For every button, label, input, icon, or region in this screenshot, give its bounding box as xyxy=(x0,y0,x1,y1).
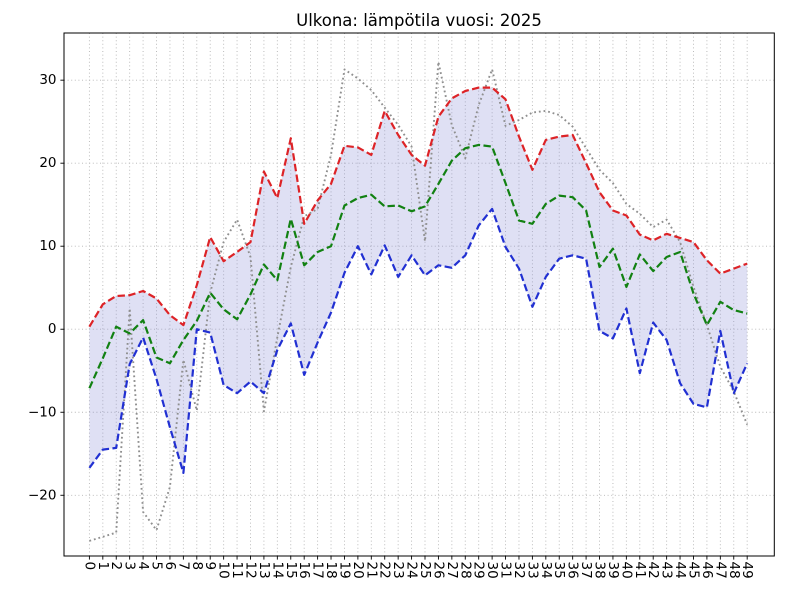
x-tick-label: 6 xyxy=(162,562,178,571)
x-tick-label: 48 xyxy=(726,562,742,579)
x-tick-label: 45 xyxy=(686,562,702,579)
y-tick-label: 10 xyxy=(39,238,56,254)
x-tick-label: 5 xyxy=(149,562,165,571)
x-tick-label: 39 xyxy=(605,562,621,579)
x-tick-label: 35 xyxy=(551,562,567,579)
min-max-fill-band xyxy=(89,87,748,473)
x-tick-label: 13 xyxy=(256,562,272,579)
red-dashed-upper-line xyxy=(88,86,748,328)
chart-title: Ulkona: lämpötila vuosi: 2025 xyxy=(296,11,542,30)
x-tick-label: 37 xyxy=(578,562,594,579)
x-tick-label: 46 xyxy=(699,562,715,579)
x-tick-label: 42 xyxy=(645,562,661,579)
x-tick-label: 3 xyxy=(122,562,138,571)
x-tick-label: 43 xyxy=(659,562,675,579)
x-tick-label: 18 xyxy=(323,562,339,579)
x-tick-label: 36 xyxy=(565,562,581,579)
x-tick-label: 2 xyxy=(108,562,124,571)
x-tick-label: 44 xyxy=(672,562,688,579)
data-series xyxy=(88,60,749,542)
x-tick-label: 16 xyxy=(296,562,312,579)
x-tick-label: 47 xyxy=(712,562,728,579)
x-tick-label: 30 xyxy=(484,562,500,579)
x-tick-label: 25 xyxy=(417,562,433,579)
x-tick-label: 17 xyxy=(310,562,326,579)
x-tick-label: 14 xyxy=(269,562,285,579)
y-tick-label: 0 xyxy=(48,321,57,337)
x-tick-label: 23 xyxy=(390,562,406,579)
y-tick-label: −10 xyxy=(28,404,57,420)
x-tick-label: 41 xyxy=(632,562,648,579)
x-tick-label: 9 xyxy=(202,562,218,571)
x-tick-label: 31 xyxy=(498,562,514,579)
x-tick-label: 28 xyxy=(457,562,473,579)
x-tick-label: 26 xyxy=(430,562,446,579)
y-tick-label: 20 xyxy=(39,155,56,171)
x-tick-label: 27 xyxy=(444,562,460,579)
blue-dashed-lower-line xyxy=(88,207,749,474)
x-tick-label: 21 xyxy=(363,562,379,579)
x-tick-label: 8 xyxy=(189,562,205,571)
x-axis-tick-labels: 0123456789101112131415161718192021222324… xyxy=(81,562,755,579)
x-tick-label: 40 xyxy=(618,562,634,579)
gray-dotted-reference-line xyxy=(89,60,749,542)
x-tick-label: 12 xyxy=(243,562,259,579)
x-tick-label: 32 xyxy=(511,562,527,579)
x-tick-label: 11 xyxy=(229,562,245,579)
x-tick-label: 20 xyxy=(350,562,366,579)
green-dashed-middle-line xyxy=(88,143,748,389)
x-tick-label: 24 xyxy=(404,562,420,579)
y-axis-tick-labels: 30 20 10 0 −10 −20 xyxy=(28,72,57,503)
x-tick-label: 0 xyxy=(81,562,97,571)
x-tick-label: 22 xyxy=(377,562,393,579)
x-tick-label: 15 xyxy=(283,562,299,579)
x-tick-label: 1 xyxy=(95,562,111,571)
x-tick-label: 38 xyxy=(592,562,608,579)
axes-border xyxy=(63,32,775,557)
x-tick-label: 34 xyxy=(538,562,554,579)
x-tick-label: 4 xyxy=(135,562,151,571)
y-tick-label: 30 xyxy=(39,72,56,88)
fill-band-polygon xyxy=(89,87,748,473)
x-tick-label: 29 xyxy=(471,562,487,579)
x-tick-label: 7 xyxy=(175,562,191,571)
y-tick-label: −20 xyxy=(28,487,57,503)
x-tick-label: 19 xyxy=(337,562,353,579)
axis-ticks xyxy=(60,79,748,560)
x-tick-label: 10 xyxy=(216,562,232,579)
x-tick-label: 49 xyxy=(739,562,755,579)
x-tick-label: 33 xyxy=(524,562,540,579)
